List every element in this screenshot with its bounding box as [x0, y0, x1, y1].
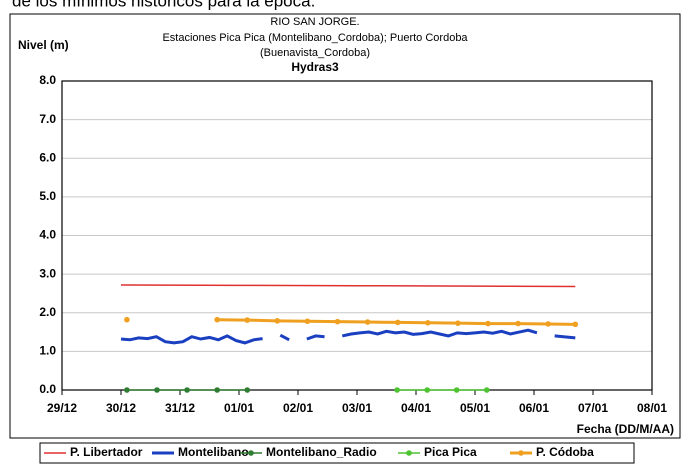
series-line: [120, 284, 576, 288]
y-tick-label: 7.0: [39, 112, 56, 126]
legend-box: [39, 442, 635, 464]
series-marker: [124, 316, 130, 323]
x-tick-label: 31/12: [165, 401, 195, 415]
y-tick-label: 1.0: [39, 344, 56, 358]
y-tick-label: 6.0: [39, 150, 56, 164]
legend-label: Montelibano: [178, 445, 249, 459]
series-marker: [154, 387, 160, 393]
series-marker: [334, 318, 341, 325]
chart-subtitle: (Buenavista_Cordoba): [260, 47, 370, 59]
series-line: [279, 333, 290, 342]
x-tick-label: 08/01: [637, 401, 667, 415]
series-marker: [364, 319, 371, 325]
x-tick-label: 06/01: [519, 401, 549, 415]
series-marker: [244, 387, 251, 393]
chart-subtitle: Estaciones Pica Pica (Montelibano_Cordob…: [162, 32, 468, 44]
x-tick-label: 02/01: [283, 401, 313, 415]
legend-label: P. Libertador: [70, 445, 143, 459]
chart-subtitle: Hydras3: [291, 60, 339, 74]
x-tick-label: 30/12: [106, 401, 136, 415]
legend-label: Pica Pica: [424, 445, 477, 459]
y-tick-label: 3.0: [39, 266, 56, 280]
series-marker: [425, 319, 431, 326]
series-marker: [453, 387, 460, 393]
series-marker: [304, 318, 311, 325]
chart-frame: [9, 13, 681, 439]
series-marker: [214, 387, 220, 393]
series-marker: [124, 387, 130, 393]
y-tick-label: 8.0: [39, 73, 56, 87]
series-line: [341, 328, 538, 338]
series-marker: [515, 320, 521, 327]
series-line: [554, 334, 576, 340]
series-marker: [545, 321, 551, 327]
legend-marker: [406, 450, 412, 456]
series-marker: [455, 320, 461, 326]
legend-marker: [248, 450, 254, 456]
x-tick-label: 01/01: [224, 401, 254, 415]
x-tick-label: 07/01: [578, 401, 608, 415]
plot-frame: [61, 80, 653, 391]
y-tick-label: 5.0: [39, 189, 56, 203]
series-marker: [394, 319, 401, 326]
series-marker: [214, 316, 220, 323]
series-marker: [484, 387, 490, 393]
series-marker: [274, 318, 281, 324]
series-marker: [244, 317, 251, 323]
legend-label: Montelibano_Radio: [266, 445, 377, 459]
y-tick-label: 0.0: [39, 382, 56, 396]
x-axis-label: Fecha (DD/M/AA): [577, 422, 674, 436]
x-tick-label: 04/01: [401, 401, 431, 415]
series-line: [120, 334, 263, 345]
y-tick-label: 4.0: [39, 228, 56, 242]
y-axis-label: Nivel (m): [18, 38, 69, 52]
legend-label: P. Códoba: [536, 445, 594, 459]
x-tick-label: 05/01: [460, 401, 490, 415]
legend-marker: [518, 450, 524, 456]
series-marker: [424, 387, 431, 393]
chart-title: RIO SAN JORGE.: [270, 16, 359, 28]
x-tick-label: 29/12: [47, 401, 77, 415]
y-tick-label: 2.0: [39, 305, 56, 319]
series-line: [306, 334, 325, 341]
x-tick-label: 03/01: [342, 401, 372, 415]
series-marker: [184, 387, 190, 393]
caption: de los mínimos históricos para la época.: [12, 0, 315, 10]
series-marker: [485, 320, 491, 327]
series-marker: [394, 387, 400, 393]
series-marker: [572, 321, 579, 328]
